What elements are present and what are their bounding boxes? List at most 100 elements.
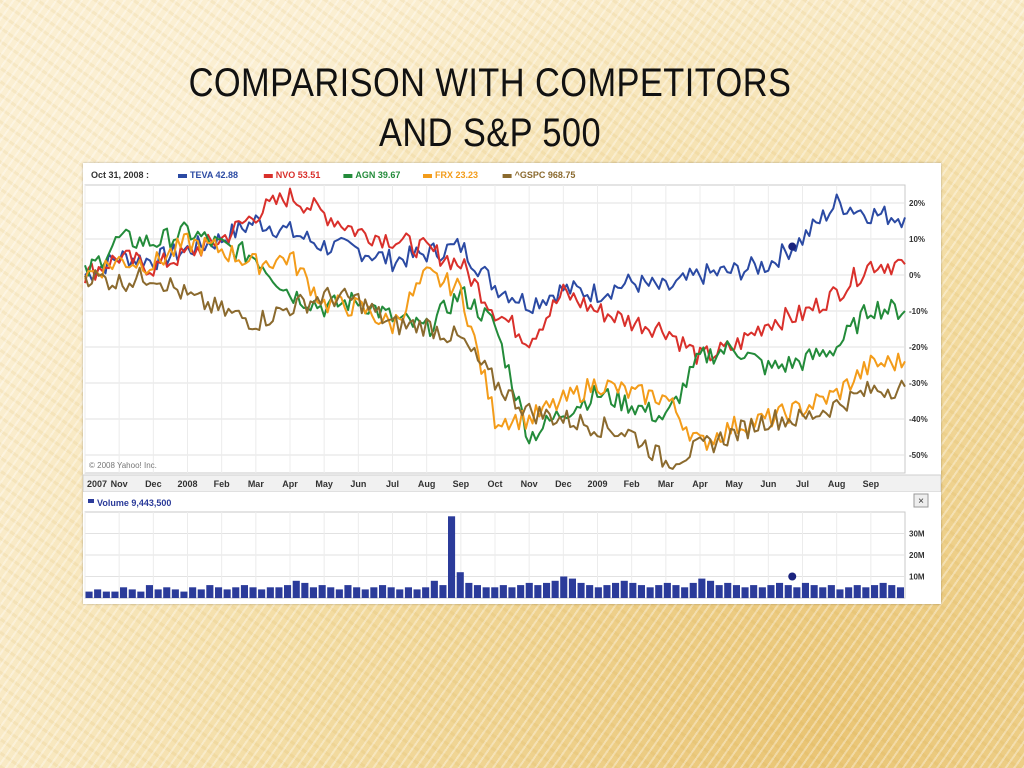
x-tick-label: Feb bbox=[214, 479, 231, 489]
y-tick-label: 0% bbox=[909, 271, 921, 280]
legend-label: NVO 53.51 bbox=[276, 170, 321, 180]
copyright-label: © 2008 Yahoo! Inc. bbox=[89, 461, 157, 470]
volume-bar bbox=[707, 580, 715, 598]
volume-bar bbox=[586, 585, 594, 598]
volume-bar bbox=[603, 585, 611, 598]
x-axis-strip bbox=[83, 474, 941, 493]
volume-bar bbox=[767, 585, 775, 598]
x-tick-label: Nov bbox=[111, 479, 128, 489]
volume-bar bbox=[413, 589, 421, 598]
volume-bar bbox=[845, 587, 853, 599]
x-tick-label: Oct bbox=[487, 479, 502, 489]
x-tick-label: Jun bbox=[350, 479, 366, 489]
volume-bar bbox=[266, 587, 274, 599]
x-tick-label: Jul bbox=[386, 479, 399, 489]
close-icon[interactable] bbox=[913, 493, 929, 508]
volume-bar bbox=[827, 585, 835, 598]
volume-bar bbox=[223, 589, 231, 598]
x-tick-label: Apr bbox=[692, 479, 708, 489]
volume-bar bbox=[465, 582, 473, 598]
legend-item-teva: TEVA 42.88 bbox=[178, 170, 238, 180]
volume-bar bbox=[724, 582, 732, 598]
volume-bar bbox=[784, 585, 792, 598]
volume-bar bbox=[758, 587, 766, 599]
y-tick-label: -40% bbox=[909, 415, 928, 424]
volume-y-tick-label: 10M bbox=[909, 573, 925, 582]
x-tick-label: 2007 bbox=[87, 479, 107, 489]
volume-bar bbox=[517, 585, 525, 598]
legend-item-gspc: ^GSPC 968.75 bbox=[502, 170, 575, 180]
x-tick-label: Mar bbox=[658, 479, 675, 489]
volume-y-tick-label: 20M bbox=[909, 551, 925, 560]
volume-marker-dot bbox=[788, 572, 797, 581]
volume-bar bbox=[344, 585, 352, 598]
volume-legend-swatch bbox=[88, 499, 94, 503]
volume-bar bbox=[620, 580, 628, 598]
volume-bar bbox=[94, 589, 102, 598]
volume-bar bbox=[888, 585, 896, 598]
legend-label: FRX 23.23 bbox=[435, 170, 478, 180]
volume-bar bbox=[525, 582, 533, 598]
volume-y-tick-label: 30M bbox=[909, 530, 925, 539]
y-tick-label: -10% bbox=[909, 307, 928, 316]
volume-bar bbox=[396, 589, 404, 598]
legend-label: TEVA 42.88 bbox=[190, 170, 238, 180]
volume-bar bbox=[197, 589, 205, 598]
slide-title: COMPARISON WITH COMPETITORS AND S&P 500 bbox=[155, 58, 826, 158]
volume-bar bbox=[137, 591, 145, 598]
volume-y-axis-ticks: 30M 20M 10M bbox=[909, 530, 925, 582]
volume-bar bbox=[422, 587, 430, 599]
y-tick-label: -20% bbox=[909, 343, 928, 352]
x-tick-label: Mar bbox=[248, 479, 265, 489]
volume-bar bbox=[499, 585, 507, 598]
volume-bar bbox=[689, 582, 697, 598]
volume-label: Volume 9,443,500 bbox=[97, 498, 171, 508]
slide-title-line-1: COMPARISON WITH COMPETITORS bbox=[188, 61, 792, 105]
volume-bar bbox=[741, 587, 749, 599]
x-tick-label: Nov bbox=[521, 479, 538, 489]
volume-bars bbox=[85, 516, 904, 599]
volume-bar bbox=[171, 589, 179, 598]
x-tick-label: Sep bbox=[453, 479, 470, 489]
volume-bar bbox=[318, 585, 326, 598]
volume-bar bbox=[732, 585, 740, 598]
stock-comparison-chart: Oct 31, 2008 : TEVA 42.88 NVO 53.51 AGN 39… bbox=[83, 163, 941, 604]
volume-bar bbox=[594, 587, 602, 599]
volume-bar bbox=[836, 589, 844, 598]
x-axis-ticks: 2007 Nov Dec 2008 Feb Mar Apr May Jun Jul Aug Sep Oc… bbox=[87, 479, 880, 489]
volume-bar bbox=[534, 585, 542, 598]
volume-bar bbox=[206, 585, 214, 598]
y-tick-label: 10% bbox=[909, 235, 925, 244]
volume-bar bbox=[456, 572, 464, 598]
x-tick-label: Aug bbox=[828, 479, 846, 489]
volume-bar bbox=[335, 589, 343, 598]
volume-bar bbox=[361, 589, 369, 598]
legend-swatch bbox=[502, 174, 512, 178]
volume-bar bbox=[853, 585, 861, 598]
chart-date-label: Oct 31, 2008 : bbox=[91, 170, 149, 180]
volume-bar bbox=[896, 587, 904, 599]
close-glyph: × bbox=[918, 496, 924, 507]
volume-bar bbox=[612, 582, 620, 598]
volume-bar bbox=[85, 591, 93, 598]
volume-bar bbox=[629, 582, 637, 598]
volume-bar bbox=[292, 580, 300, 598]
volume-bar bbox=[801, 582, 809, 598]
volume-bar bbox=[163, 587, 171, 599]
volume-bar bbox=[819, 587, 827, 599]
volume-bar bbox=[240, 585, 248, 598]
volume-bar bbox=[646, 587, 654, 599]
x-tick-label: May bbox=[725, 479, 743, 489]
series-line-frx bbox=[84, 232, 906, 451]
volume-bar bbox=[327, 587, 335, 599]
volume-bar bbox=[810, 585, 818, 598]
volume-bar bbox=[698, 578, 706, 598]
volume-bar bbox=[793, 587, 801, 599]
marker-dot bbox=[788, 242, 797, 251]
volume-bar bbox=[655, 585, 663, 598]
volume-bar bbox=[473, 585, 481, 598]
volume-close-button[interactable]: × bbox=[913, 493, 929, 508]
volume-bar bbox=[448, 516, 456, 598]
volume-bar bbox=[439, 585, 447, 598]
volume-bar bbox=[370, 587, 378, 599]
